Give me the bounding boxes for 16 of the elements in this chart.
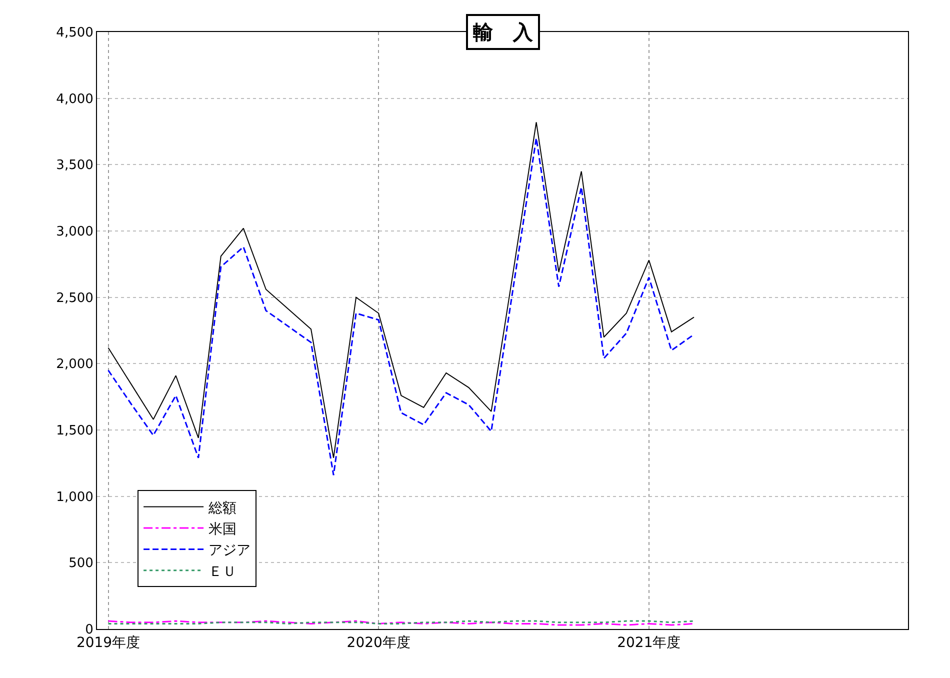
legend-label: 総額 xyxy=(208,500,237,516)
x-tick-label: 2020年度 xyxy=(346,634,410,651)
y-tick-label: 500 xyxy=(68,556,94,572)
y-tick-label: 4,500 xyxy=(56,26,94,41)
chart-title: 輸 入 xyxy=(472,20,534,44)
legend-label: ＥＵ xyxy=(208,564,237,580)
y-tick-label: 4,000 xyxy=(56,92,94,107)
y-tick-label: 3,000 xyxy=(56,224,94,240)
y-tick-label: 1,000 xyxy=(56,490,94,505)
y-tick-label: 2,500 xyxy=(56,290,94,306)
y-tick-label: 2,000 xyxy=(56,357,94,372)
y-tick-label: 3,500 xyxy=(56,158,94,174)
y-tick-label: 1,500 xyxy=(56,424,94,439)
legend-label: 米国 xyxy=(208,521,237,538)
legend-label: アジア xyxy=(208,542,251,559)
x-tick-label: 2021年度 xyxy=(617,634,681,651)
